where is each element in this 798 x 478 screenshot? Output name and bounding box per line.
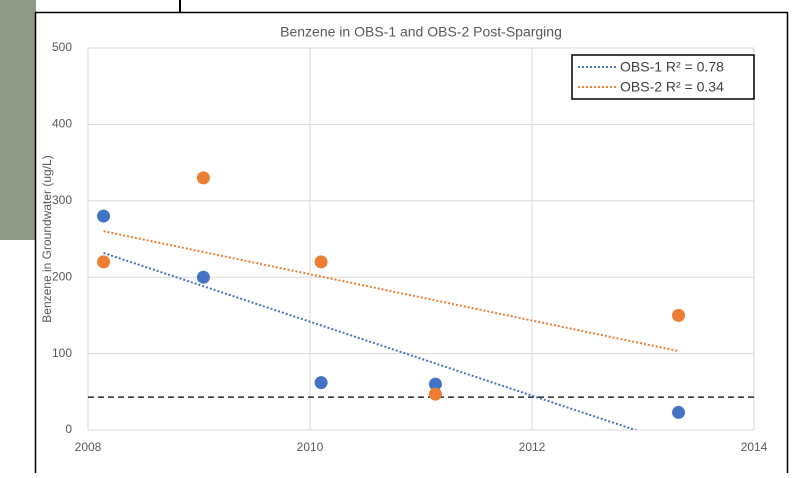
y-tick-label: 200 [52,269,72,283]
point [428,387,442,401]
point [196,171,210,185]
y-tick-label: 0 [65,422,72,436]
y-tick-label: 500 [52,40,72,54]
legend-box [571,54,755,100]
x-tick-label: 2008 [75,440,102,454]
point [672,308,686,322]
point [314,255,328,269]
y-axis-title: Benzene in Groundwater (ug/L) [40,155,54,322]
point [428,377,442,391]
trendline [103,230,679,353]
y-tick-label: 400 [52,117,72,131]
y-tick-label: 100 [52,346,72,360]
point [196,270,210,284]
point [97,255,111,269]
point [314,376,328,390]
background-photo [0,0,36,240]
legend-label: OBS-2 R² = 0.34 [620,79,724,95]
x-tick-label: 2010 [297,440,324,454]
legend-label: OBS-1 R² = 0.78 [620,59,724,75]
chart-title: Benzene in OBS-1 and OBS-2 Post-Sparging [280,24,562,40]
x-tick-label: 2012 [519,440,546,454]
point [672,405,686,419]
point [97,209,111,223]
trendline [103,251,639,430]
y-tick-label: 300 [52,193,72,207]
x-tick-label: 2014 [741,440,768,454]
